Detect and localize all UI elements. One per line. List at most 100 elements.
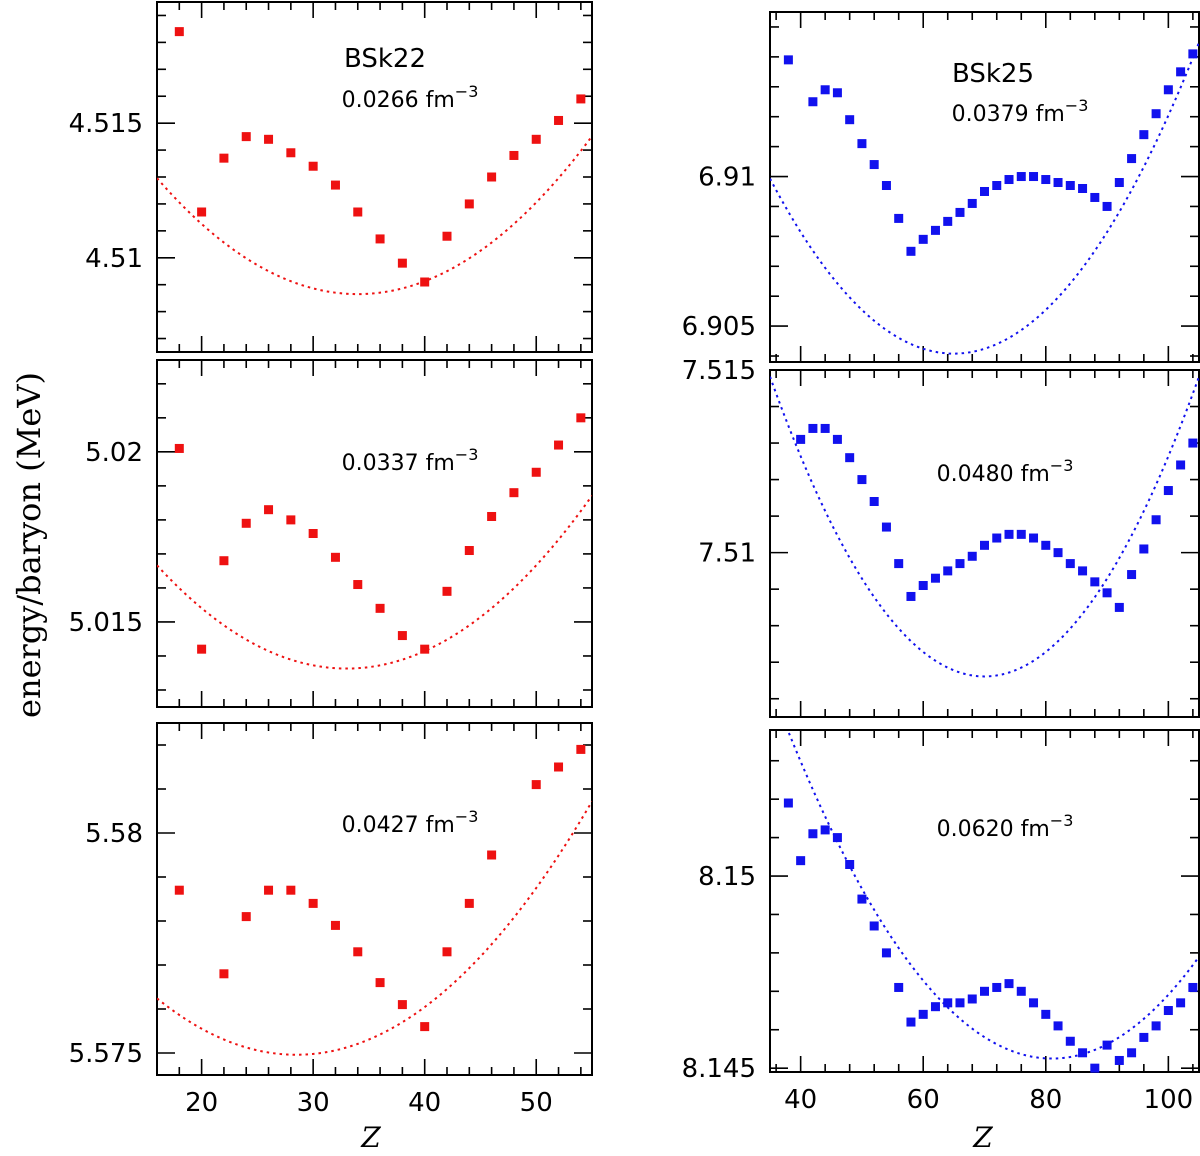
data-point (906, 1017, 916, 1027)
data-point (1139, 544, 1149, 554)
data-point (1114, 602, 1124, 612)
data-point (197, 644, 207, 654)
y-tick-label: 6.91 (698, 163, 756, 193)
data-point (1078, 566, 1088, 576)
data-point (1078, 183, 1088, 193)
data-point (219, 153, 229, 163)
x-tick-label: 40 (784, 1085, 817, 1115)
panel-p2: 5.015 5.02 0.0337 fm−3 (69, 359, 593, 708)
data-point (955, 207, 965, 217)
data-point (353, 947, 363, 957)
data-point (442, 586, 452, 596)
y-tick-label: 7.51 (698, 539, 756, 569)
data-point (531, 467, 541, 477)
data-point (1053, 1021, 1063, 1031)
density-exponent: −3 (1065, 96, 1089, 115)
x-tick-label: 60 (907, 1085, 940, 1115)
data-point (1053, 548, 1063, 558)
data-point (820, 423, 830, 433)
fit-curve (770, 376, 1199, 678)
data-point (1188, 982, 1198, 992)
data-point (869, 160, 879, 170)
model-label: BSk22 (344, 44, 426, 74)
data-point (1029, 533, 1039, 543)
x-tick-label: 20 (185, 1088, 218, 1118)
data-point (219, 969, 229, 979)
data-point (330, 552, 340, 562)
y-axis-title: energy/baryon (MeV) (10, 372, 48, 718)
data-point (286, 515, 296, 525)
data-point (397, 631, 407, 641)
data-point (992, 982, 1002, 992)
data-point (980, 540, 989, 550)
data-point (943, 566, 953, 576)
data-point (1127, 154, 1137, 164)
data-point (1041, 540, 1051, 550)
data-point (1004, 175, 1014, 185)
data-point (796, 434, 806, 444)
data-point (576, 413, 586, 423)
data-point (992, 181, 1002, 191)
data-point (554, 440, 564, 450)
y-tick-label: 5.02 (85, 438, 143, 468)
data-point (857, 475, 867, 485)
data-point (808, 423, 818, 433)
data-point (330, 920, 340, 930)
data-point (375, 234, 385, 244)
data-point (509, 150, 519, 160)
data-point (1163, 486, 1173, 496)
data-point (397, 258, 407, 268)
y-tick-label: 5.58 (85, 819, 143, 849)
data-point (375, 603, 385, 613)
x-axis-title-left: Z (360, 1121, 381, 1154)
density-exponent: −3 (1050, 456, 1074, 475)
data-point (1139, 1032, 1149, 1042)
data-point (967, 198, 977, 208)
data-point (1102, 201, 1112, 211)
data-point (796, 856, 806, 866)
data-point (832, 88, 842, 98)
density-label: 0.0480 fm−3 (937, 456, 1074, 487)
data-point (881, 181, 891, 191)
y-tick-label: 8.145 (682, 1054, 756, 1084)
data-point (943, 216, 953, 226)
panel-frame (769, 729, 1200, 1073)
data-point (241, 912, 251, 922)
data-point (820, 85, 830, 95)
data-point (808, 829, 818, 839)
data-point (1151, 109, 1161, 119)
data-point (845, 453, 855, 463)
data-point (1004, 979, 1014, 989)
density-exponent: −3 (455, 807, 479, 826)
x-tick-label: 40 (408, 1088, 441, 1118)
panels: 4.51 4.515 BSk22 0.0266 fm−3 5.015 5.02 0.0337… (69, 1, 1200, 1118)
data-point (1065, 181, 1075, 191)
data-point (1114, 178, 1124, 188)
data-point (353, 207, 363, 217)
x-tick-label: 50 (520, 1088, 553, 1118)
data-point (832, 434, 842, 444)
data-point (845, 859, 855, 869)
data-point (930, 573, 940, 583)
density-exponent: −3 (455, 445, 479, 464)
data-point (906, 591, 916, 601)
data-point (286, 885, 296, 895)
density-label: 0.0337 fm−3 (342, 445, 479, 476)
data-point (420, 1022, 430, 1032)
data-point (955, 998, 965, 1008)
data-point (857, 139, 867, 149)
y-tick-label: 5.575 (69, 1039, 143, 1069)
data-point (857, 894, 867, 904)
y-tick-label: 5.015 (69, 608, 143, 638)
data-point (894, 213, 904, 223)
fit-curve (157, 800, 592, 1056)
fit-curve (770, 42, 1199, 355)
data-point (286, 148, 296, 158)
data-point (894, 982, 904, 992)
data-point (464, 898, 474, 908)
x-tick-label: 80 (1029, 1085, 1062, 1115)
y-tick-label: 7.515 (682, 356, 756, 386)
data-point (264, 505, 274, 515)
density-exponent: −3 (1050, 811, 1074, 830)
density-exponent: −3 (455, 82, 479, 101)
